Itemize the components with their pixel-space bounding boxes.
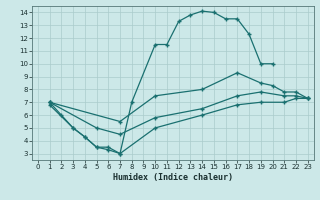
X-axis label: Humidex (Indice chaleur): Humidex (Indice chaleur) bbox=[113, 173, 233, 182]
